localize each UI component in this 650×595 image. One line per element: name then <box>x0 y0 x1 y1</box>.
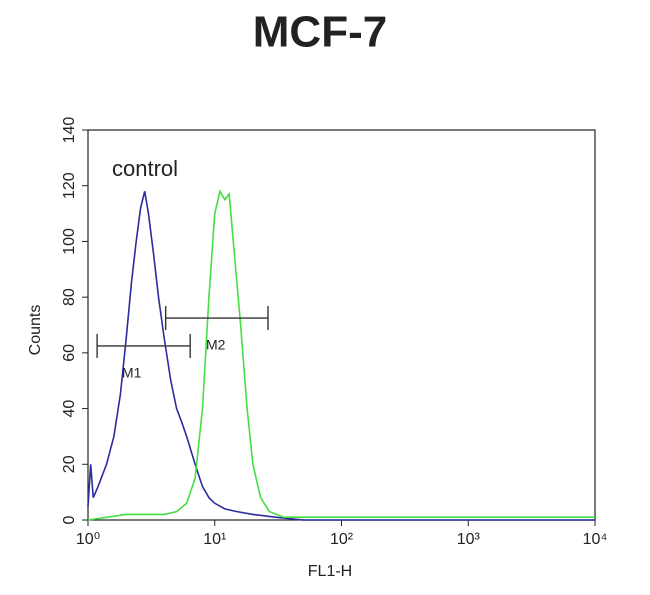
x-tick-label: 10¹ <box>203 531 226 548</box>
y-tick-label: 60 <box>61 344 78 362</box>
x-tick-label: 10⁴ <box>583 531 608 548</box>
x-tick-label: 10⁰ <box>76 531 100 548</box>
gate-label: M2 <box>206 337 226 353</box>
y-tick-label: 120 <box>61 172 78 199</box>
y-tick-label: 20 <box>61 455 78 473</box>
histogram-line <box>87 189 595 521</box>
y-tick-label: 140 <box>61 117 78 144</box>
x-tick-label: 10³ <box>457 531 481 548</box>
gate-label: M1 <box>122 365 142 381</box>
y-axis-label: Counts <box>27 305 44 356</box>
y-tick-label: 100 <box>61 228 78 255</box>
x-axis-label: FL1-H <box>308 563 352 580</box>
y-tick-label: 0 <box>61 515 78 524</box>
annotation: control <box>112 156 178 181</box>
y-tick-label: 40 <box>61 400 78 418</box>
chart-title: MCF-7 <box>253 8 387 57</box>
y-tick-label: 80 <box>61 288 78 306</box>
x-tick-label: 10² <box>330 531 354 548</box>
histogram-line <box>87 191 595 521</box>
plot-frame <box>87 129 596 521</box>
